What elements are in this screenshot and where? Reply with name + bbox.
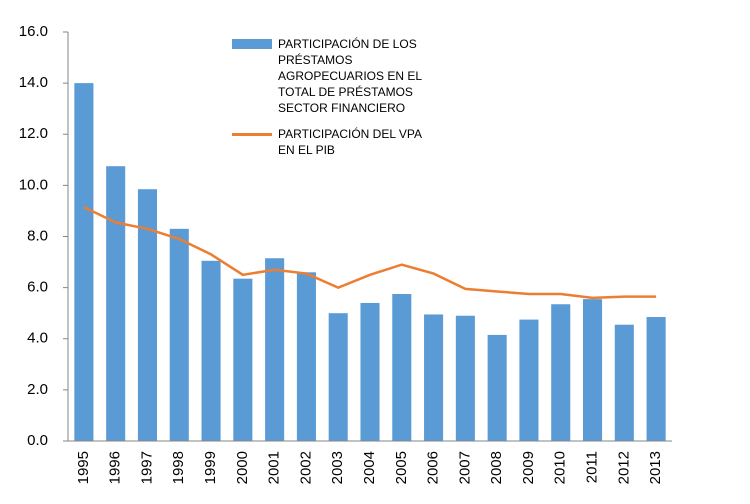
line [83,205,657,300]
x-tick-label: 2004 [361,451,378,484]
x-tick-label: 1999 [202,451,219,484]
y-tick-label: 14.0 [19,74,48,91]
bar [424,314,444,441]
y-tick-label: 8.0 [27,227,48,244]
x-tick-label: 2009 [520,451,537,484]
bar [296,272,316,441]
x-tick-label: 1996 [107,451,124,484]
y-tick-label: 0.0 [27,432,48,449]
legend: PARTICIPACIÓN DE LOS PRÉSTAMOS AGROPECUA… [232,36,432,168]
x-tick-label: 1997 [138,451,155,484]
bar [169,228,189,441]
y-tick-label: 12.0 [19,125,48,142]
bar [137,189,158,441]
y-tick-label: 16.0 [19,23,48,40]
x-tick-label: 2001 [266,451,283,484]
x-tick-label: 2012 [615,451,632,484]
x-tick-label: 1995 [75,451,92,484]
bar [265,258,285,441]
x-tick-label: 2008 [488,451,505,484]
legend-swatch [232,133,272,136]
bar [582,299,603,441]
x-tick-label: 2000 [234,451,251,484]
y-tick-label: 10.0 [19,176,48,193]
y-tick-label: 2.0 [27,381,48,398]
x-tick-label: 2002 [297,451,314,484]
bar [201,260,221,441]
y-tick-label: 6.0 [27,279,48,296]
bar [392,294,412,441]
legend-item: PARTICIPACIÓN DEL VPA EN EL PIB [232,126,432,158]
x-tick-label: 2005 [393,451,410,484]
bar [328,313,348,441]
bar [233,278,253,441]
bar [360,302,380,441]
bar [551,304,571,441]
legend-item: PARTICIPACIÓN DE LOS PRÉSTAMOS AGROPECUA… [232,36,432,116]
x-tick-label: 2011 [583,451,600,483]
bar [455,315,475,441]
x-tick-label: 1998 [170,451,187,484]
x-tick-label: 2003 [329,451,346,484]
x-tick-label: 2010 [552,451,569,484]
y-tick-label: 4.0 [27,330,48,347]
legend-label: PARTICIPACIÓN DE LOS PRÉSTAMOS AGROPECUA… [278,37,422,115]
bar [614,324,634,441]
bar [487,334,507,441]
bar [519,319,539,441]
bar [74,83,94,441]
legend-swatch [232,39,272,49]
x-tick-label: 2006 [425,451,442,484]
legend-label: PARTICIPACIÓN DEL VPA EN EL PIB [278,127,422,157]
x-tick-label: 2013 [647,451,664,484]
x-tick-label: 2007 [456,451,473,484]
bar [646,317,666,441]
bar [106,166,126,441]
